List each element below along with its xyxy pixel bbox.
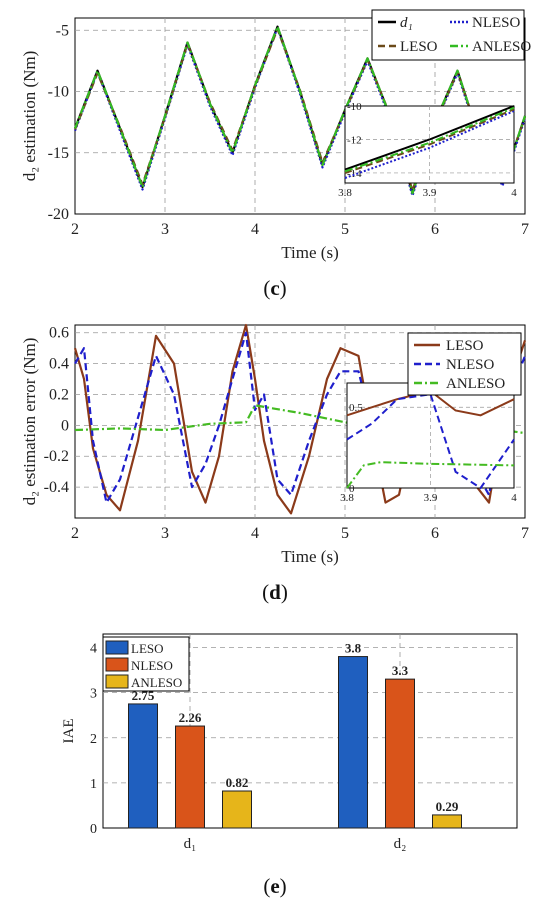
bar-nleso: [385, 678, 415, 829]
x-tick-label: 6: [431, 221, 439, 238]
bar-nleso: [175, 725, 205, 829]
x-axis-label: Time (s): [281, 547, 338, 566]
y-tick-label: 2: [90, 732, 97, 747]
bar-anleso: [432, 814, 462, 829]
inset-series-line: [344, 110, 515, 179]
chart-e: 0 1 2 3 4 2.75 3.8 2.26 3.3 0.82 0.29 d₁ d₂ IAE LESO NL…: [61, 633, 518, 852]
y-axis-label: d₂ estimation error (Nm): [20, 338, 39, 506]
y-tick-label: 0: [61, 417, 69, 434]
y-axis-label: d₂ estimation (Nm): [20, 51, 39, 182]
inset-x-tick-label: 4: [511, 187, 517, 199]
legend-label: LESO: [400, 39, 438, 55]
inset-y-tick-label: -10: [347, 101, 362, 113]
bar-value-label: 0.82: [226, 775, 249, 790]
chart-c: 2 3 4 5 6 7 -5 -10 -15 -20 Time (s) d₂ estimation (…: [20, 9, 531, 262]
inset-y-tick-label: -12: [347, 134, 362, 146]
x-tick-label: 2: [71, 221, 79, 238]
inset-series-line: [346, 393, 515, 490]
y-tick-label: -0.2: [44, 448, 69, 465]
x-tick-label: 6: [431, 525, 439, 542]
inset-x-tick-label: 4: [511, 492, 517, 504]
y-tick-label: 1: [90, 777, 97, 792]
legend-label: NLESO: [472, 15, 521, 31]
legend-swatch: [105, 674, 129, 689]
legend-label: NLESO: [131, 658, 173, 673]
legend-label: ANLESO: [472, 39, 531, 55]
legend-swatch: [105, 640, 129, 655]
y-axis-label: IAE: [61, 719, 77, 744]
bar-value-label: 3.3: [392, 663, 409, 678]
y-tick-label: 0: [90, 822, 97, 837]
x-tick-label: 4: [251, 525, 259, 542]
legend-swatch: [105, 657, 129, 672]
y-tick-label: 0.2: [49, 386, 69, 403]
chart-d: 2 3 4 5 6 7 0.6 0.4 0.2 0 -0.2 -0.4 Time (s) d₂ estim…: [20, 323, 529, 566]
x-tick-label: 5: [341, 525, 349, 542]
x-tick-label: 7: [521, 221, 529, 238]
x-tick-label: 2: [71, 525, 79, 542]
series-line-anleso: [73, 25, 527, 195]
bar-value-label: 2.75: [132, 688, 155, 703]
panel-label-d: (d): [262, 580, 288, 604]
inset-x-tick-label: 3.9: [424, 492, 438, 504]
y-tick-label: 0.4: [49, 356, 69, 373]
x-tick-label: 3: [161, 221, 169, 238]
x-tick-label: 7: [521, 525, 529, 542]
bar-value-label: 2.26: [179, 710, 202, 725]
panel-label-c: (c): [263, 276, 287, 300]
legend-label: NLESO: [446, 357, 495, 373]
bar-leso: [338, 656, 368, 829]
legend-label: ANLESO: [446, 376, 505, 392]
legend-box: [371, 9, 525, 61]
bar-anleso: [222, 790, 252, 829]
y-tick-label: -20: [48, 206, 69, 223]
x-tick-label: d₂: [394, 836, 407, 852]
y-tick-label: -5: [56, 22, 69, 39]
panel-label-e: (e): [263, 874, 287, 898]
inset-series-line: [346, 461, 515, 489]
x-axis-label: Time (s): [281, 243, 338, 262]
inset-y-tick-label: 0: [349, 483, 355, 495]
inset-x-tick-label: 3.8: [340, 492, 354, 504]
bar-value-label: 3.8: [345, 641, 362, 656]
legend-label: LESO: [446, 338, 484, 354]
y-tick-label: -10: [48, 84, 69, 101]
y-tick-label: 3: [90, 687, 97, 702]
inset-series-line: [344, 105, 515, 171]
legend-label: LESO: [131, 641, 164, 656]
y-tick-label: 4: [90, 642, 97, 657]
bar-leso: [128, 703, 158, 829]
y-tick-label: 0.6: [49, 325, 69, 342]
x-tick-label: 5: [341, 221, 349, 238]
legend-label: d₁: [400, 15, 413, 31]
legend-label: ANLESO: [131, 675, 182, 690]
x-tick-label: d₁: [184, 836, 197, 852]
inset-series-line: [344, 106, 515, 173]
y-tick-label: -0.4: [44, 479, 69, 496]
inset-x-tick-label: 3.9: [423, 187, 437, 199]
bar-value-label: 0.29: [436, 799, 459, 814]
x-tick-label: 4: [251, 221, 259, 238]
inset-series-line: [344, 108, 515, 174]
inset-x-tick-label: 3.8: [338, 187, 352, 199]
x-tick-label: 3: [161, 525, 169, 542]
y-tick-label: -15: [48, 145, 69, 162]
